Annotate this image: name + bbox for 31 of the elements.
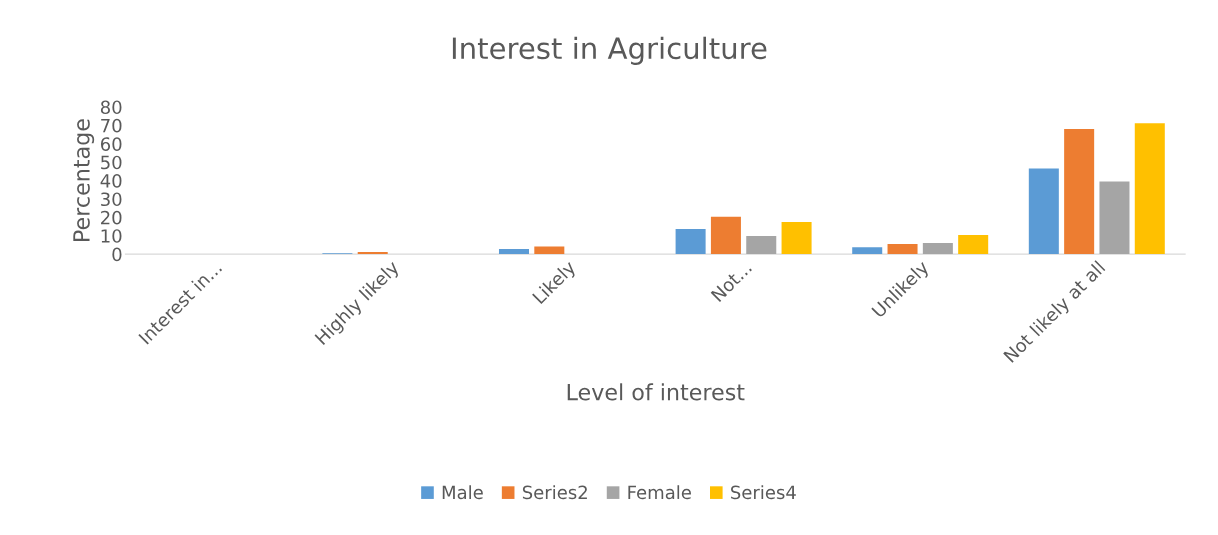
bar: [675, 228, 706, 255]
bar: [781, 221, 812, 255]
legend-label: Male: [442, 485, 483, 500]
y-tick-label: 30: [101, 192, 122, 207]
y-tick-label: 10: [101, 229, 122, 243]
bar: [1099, 181, 1130, 255]
bar: [887, 244, 918, 255]
y-tick-label: 0: [112, 247, 122, 262]
y-tick-label: 60: [100, 137, 122, 151]
legend-label: Series4: [731, 485, 796, 500]
bar: [1064, 129, 1095, 255]
legend-label: Series2: [522, 485, 587, 500]
y-axis-title: Percentage: [73, 119, 95, 241]
y-tick-label: 40: [100, 174, 122, 188]
bar: [534, 246, 565, 255]
bar: [922, 243, 953, 255]
legend-label: Female: [628, 485, 691, 500]
bar: [1028, 168, 1059, 255]
bar: [710, 216, 741, 255]
y-tick-label: 70: [101, 118, 122, 133]
y-tick-label: 50: [101, 155, 122, 170]
x-axis-title: Level of interest: [567, 383, 745, 401]
chart-title: Interest in Agriculture: [452, 36, 767, 65]
bar: [1134, 123, 1165, 255]
bar: [852, 247, 883, 255]
y-tick-label: 80: [100, 100, 122, 115]
bar: [958, 235, 989, 255]
bar: [498, 248, 530, 255]
y-tick-label: 20: [101, 210, 122, 225]
bar: [357, 251, 388, 255]
bar: [746, 235, 777, 255]
